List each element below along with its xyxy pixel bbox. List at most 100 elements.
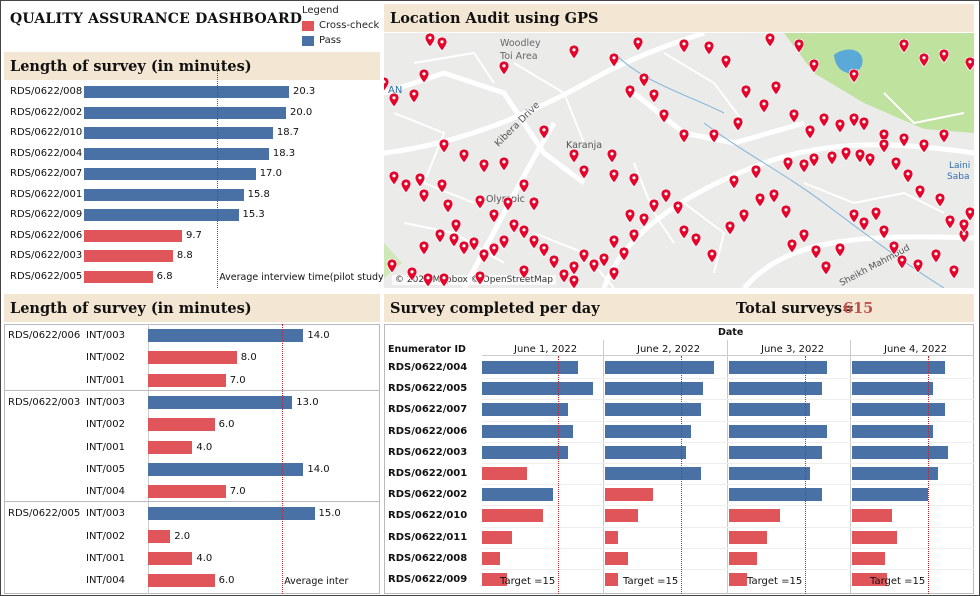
gps-location-pin-icon[interactable]: [407, 267, 417, 281]
daily-survey-bar[interactable]: [482, 551, 500, 565]
gps-location-pin-icon[interactable]: [805, 125, 815, 139]
interviewer-length-bar[interactable]: [148, 574, 215, 588]
daily-survey-bar[interactable]: [729, 467, 810, 480]
gps-location-pin-icon[interactable]: [479, 249, 489, 263]
gps-location-pin-icon[interactable]: [539, 243, 549, 257]
gps-location-pin-icon[interactable]: [673, 201, 683, 215]
daily-survey-bar[interactable]: [605, 445, 686, 459]
daily-survey-bar[interactable]: [605, 467, 701, 480]
gps-location-pin-icon[interactable]: [539, 125, 549, 139]
interviewer-length-bar[interactable]: [148, 440, 193, 454]
daily-survey-bar[interactable]: [482, 445, 568, 459]
gps-location-pin-icon[interactable]: [499, 235, 509, 249]
gps-location-pin-icon[interactable]: [423, 273, 433, 287]
gps-location-pin-icon[interactable]: [707, 249, 717, 263]
gps-location-pin-icon[interactable]: [935, 193, 945, 207]
gps-location-pin-icon[interactable]: [509, 219, 519, 233]
gps-location-pin-icon[interactable]: [401, 179, 411, 193]
gps-location-pin-icon[interactable]: [859, 117, 869, 131]
gps-location-pin-icon[interactable]: [809, 59, 819, 73]
gps-location-pin-icon[interactable]: [419, 241, 429, 255]
daily-survey-bar[interactable]: [729, 403, 810, 417]
gps-location-pin-icon[interactable]: [691, 233, 701, 247]
gps-location-pin-icon[interactable]: [771, 81, 781, 95]
interviewer-length-bar[interactable]: [148, 329, 304, 342]
gps-location-pin-icon[interactable]: [569, 45, 579, 59]
interviewer-length-bar[interactable]: [148, 462, 304, 476]
gps-location-pin-icon[interactable]: [889, 241, 899, 255]
gps-location-pin-icon[interactable]: [449, 233, 459, 247]
survey-length-bar[interactable]: [84, 86, 290, 98]
gps-location-pin-icon[interactable]: [633, 37, 643, 51]
daily-survey-bar[interactable]: [482, 382, 594, 396]
gps-location-pin-icon[interactable]: [519, 225, 529, 239]
daily-survey-bar[interactable]: [482, 530, 513, 544]
gps-location-pin-icon[interactable]: [799, 159, 809, 173]
daily-survey-bar[interactable]: [482, 488, 553, 502]
gps-location-pin-icon[interactable]: [479, 159, 489, 173]
gps-location-pin-icon[interactable]: [425, 33, 435, 47]
daily-survey-bar[interactable]: [605, 551, 628, 565]
gps-location-pin-icon[interactable]: [639, 213, 649, 227]
gps-location-pin-icon[interactable]: [859, 217, 869, 231]
gps-location-pin-icon[interactable]: [809, 153, 819, 167]
survey-length-bar[interactable]: [84, 127, 273, 139]
gps-location-pin-icon[interactable]: [519, 265, 529, 279]
gps-location-pin-icon[interactable]: [569, 275, 579, 288]
gps-location-pin-icon[interactable]: [821, 261, 831, 275]
gps-location-pin-icon[interactable]: [639, 73, 649, 87]
daily-survey-bar[interactable]: [852, 382, 933, 396]
gps-location-pin-icon[interactable]: [469, 237, 479, 251]
gps-location-pin-icon[interactable]: [751, 165, 761, 179]
gps-location-pin-icon[interactable]: [619, 247, 629, 261]
daily-survey-bar[interactable]: [729, 382, 823, 396]
gps-location-pin-icon[interactable]: [384, 77, 389, 91]
gps-location-pin-icon[interactable]: [945, 215, 955, 229]
daily-survey-bar[interactable]: [605, 530, 618, 544]
gps-location-pin-icon[interactable]: [913, 259, 923, 273]
interviewer-length-bar[interactable]: [148, 395, 293, 409]
gps-location-pin-icon[interactable]: [959, 219, 969, 233]
daily-survey-bar[interactable]: [482, 424, 573, 438]
legend-item-pass[interactable]: Pass: [302, 33, 379, 48]
daily-survey-bar[interactable]: [852, 488, 928, 502]
daily-survey-bar[interactable]: [729, 424, 828, 438]
gps-location-pin-icon[interactable]: [649, 89, 659, 103]
daily-survey-bar[interactable]: [852, 361, 946, 374]
gps-location-pin-icon[interactable]: [841, 147, 851, 161]
daily-survey-bar[interactable]: [729, 361, 828, 374]
daily-survey-bar[interactable]: [605, 424, 691, 438]
gps-location-pin-icon[interactable]: [439, 139, 449, 153]
gps-location-pin-icon[interactable]: [437, 179, 447, 193]
gps-location-pin-icon[interactable]: [789, 109, 799, 123]
gps-location-pin-icon[interactable]: [419, 69, 429, 83]
gps-location-pin-icon[interactable]: [569, 261, 579, 275]
gps-location-pin-icon[interactable]: [625, 209, 635, 223]
gps-location-pin-icon[interactable]: [409, 89, 419, 103]
gps-location-pin-icon[interactable]: [919, 53, 929, 67]
gps-location-pin-icon[interactable]: [659, 109, 669, 123]
daily-survey-bar[interactable]: [852, 424, 933, 438]
gps-location-pin-icon[interactable]: [499, 61, 509, 75]
interviewer-length-bar[interactable]: [148, 485, 226, 499]
gps-location-pin-icon[interactable]: [879, 225, 889, 239]
gps-location-pin-icon[interactable]: [489, 243, 499, 257]
interviewer-length-bar[interactable]: [148, 507, 315, 521]
gps-location-pin-icon[interactable]: [389, 171, 399, 185]
daily-survey-bar[interactable]: [729, 573, 747, 586]
gps-location-pin-icon[interactable]: [783, 157, 793, 171]
gps-location-pin-icon[interactable]: [679, 39, 689, 53]
gps-location-pin-icon[interactable]: [499, 157, 509, 171]
daily-survey-bar[interactable]: [852, 467, 938, 480]
gps-location-pin-icon[interactable]: [903, 169, 913, 183]
gps-location-pin-icon[interactable]: [939, 129, 949, 143]
daily-survey-bar[interactable]: [852, 403, 946, 417]
gps-location-pin-icon[interactable]: [794, 39, 804, 53]
gps-location-pin-icon[interactable]: [849, 209, 859, 223]
gps-location-pin-icon[interactable]: [949, 265, 959, 279]
gps-location-pin-icon[interactable]: [459, 241, 469, 255]
survey-length-bar[interactable]: [84, 106, 286, 119]
gps-location-pin-icon[interactable]: [835, 243, 845, 257]
survey-length-bar[interactable]: [84, 147, 269, 160]
gps-location-pin-icon[interactable]: [871, 207, 881, 221]
